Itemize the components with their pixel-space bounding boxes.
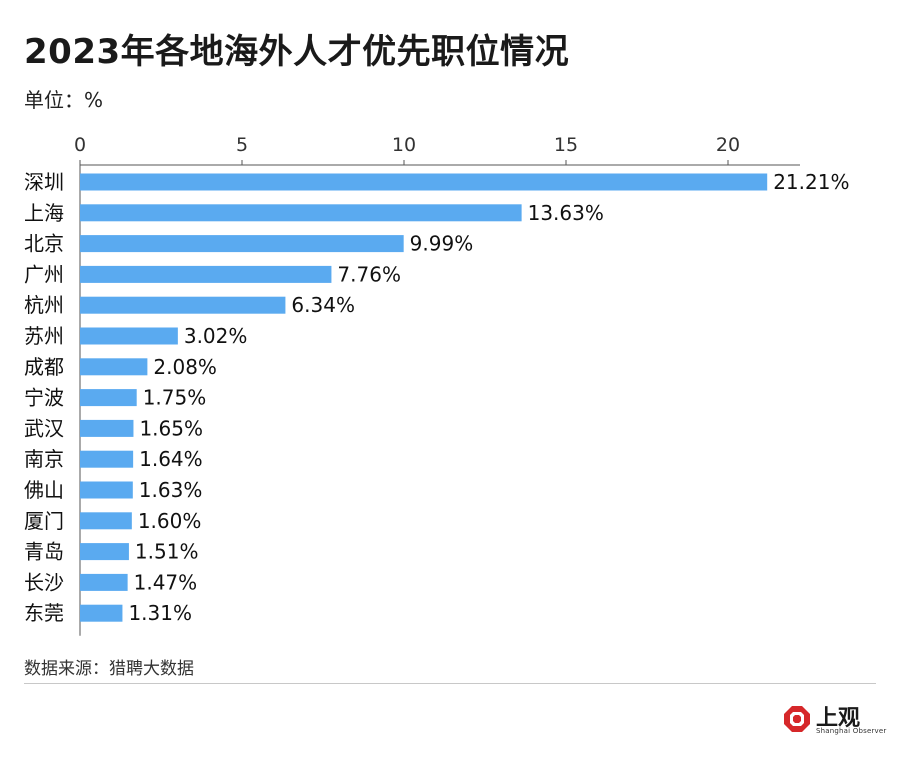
value-label: 1.63% (139, 478, 203, 502)
x-tick-label: 20 (716, 134, 740, 156)
value-label: 21.21% (773, 170, 849, 194)
category-label: 佛山 (24, 478, 64, 502)
unit-label: 单位：% (24, 88, 104, 112)
value-label: 1.75% (143, 386, 207, 410)
category-label: 苏州 (24, 324, 64, 348)
x-tick-label: 5 (236, 134, 248, 156)
value-label: 7.76% (337, 262, 401, 286)
value-label: 13.63% (528, 201, 604, 225)
value-label: 1.47% (134, 570, 198, 594)
value-label: 3.02% (184, 324, 248, 348)
x-tick-label: 0 (74, 134, 86, 156)
bar (80, 327, 178, 345)
chart-title: 2023年各地海外人才优先职位情况 (24, 32, 570, 72)
logo-text: 上观 (816, 705, 861, 731)
bar (80, 573, 128, 591)
category-label: 青岛 (24, 540, 64, 564)
category-label: 上海 (24, 201, 64, 225)
category-label: 长沙 (24, 570, 64, 594)
value-label: 1.64% (139, 447, 203, 471)
bar (80, 358, 148, 376)
bar (80, 512, 132, 530)
bar (80, 204, 522, 222)
category-label: 宁波 (24, 386, 64, 410)
value-label: 6.34% (291, 293, 355, 317)
bar-chart: 0 5 10 15 20 深圳 21.21% 上海 13.63% 北京 9.99% 广州 7.76% 杭… (24, 134, 849, 636)
category-label: 成都 (24, 355, 64, 379)
bar (80, 419, 134, 437)
category-label: 广州 (24, 262, 64, 286)
category-label: 东莞 (24, 601, 64, 625)
category-label: 厦门 (24, 509, 64, 533)
value-label: 2.08% (153, 355, 217, 379)
data-source: 数据来源：猎聘大数据 (24, 659, 194, 679)
value-label: 1.31% (128, 601, 192, 625)
bar (80, 543, 129, 561)
category-label: 南京 (24, 447, 64, 471)
category-label: 深圳 (24, 170, 64, 194)
footer-divider (24, 683, 876, 684)
category-label: 武汉 (24, 416, 64, 440)
x-tick-label: 15 (554, 134, 578, 156)
bar (80, 235, 404, 253)
shanghai-observer-logo-icon (784, 706, 810, 732)
value-label: 1.65% (139, 416, 203, 440)
value-label: 1.60% (138, 509, 202, 533)
bar (80, 296, 286, 314)
category-label: 北京 (24, 232, 64, 256)
value-label: 9.99% (410, 232, 474, 256)
logo-subtext: Shanghai Observer (816, 727, 887, 735)
shanghai-observer-logo: 上观 Shanghai Observer (780, 700, 886, 740)
bar (80, 265, 332, 283)
value-label: 1.51% (135, 540, 199, 564)
category-label: 杭州 (24, 293, 64, 317)
bar (80, 481, 133, 499)
x-tick-label: 10 (392, 134, 416, 156)
bar (80, 389, 137, 407)
bar (80, 173, 768, 191)
bar (80, 450, 134, 468)
bar (80, 604, 123, 622)
